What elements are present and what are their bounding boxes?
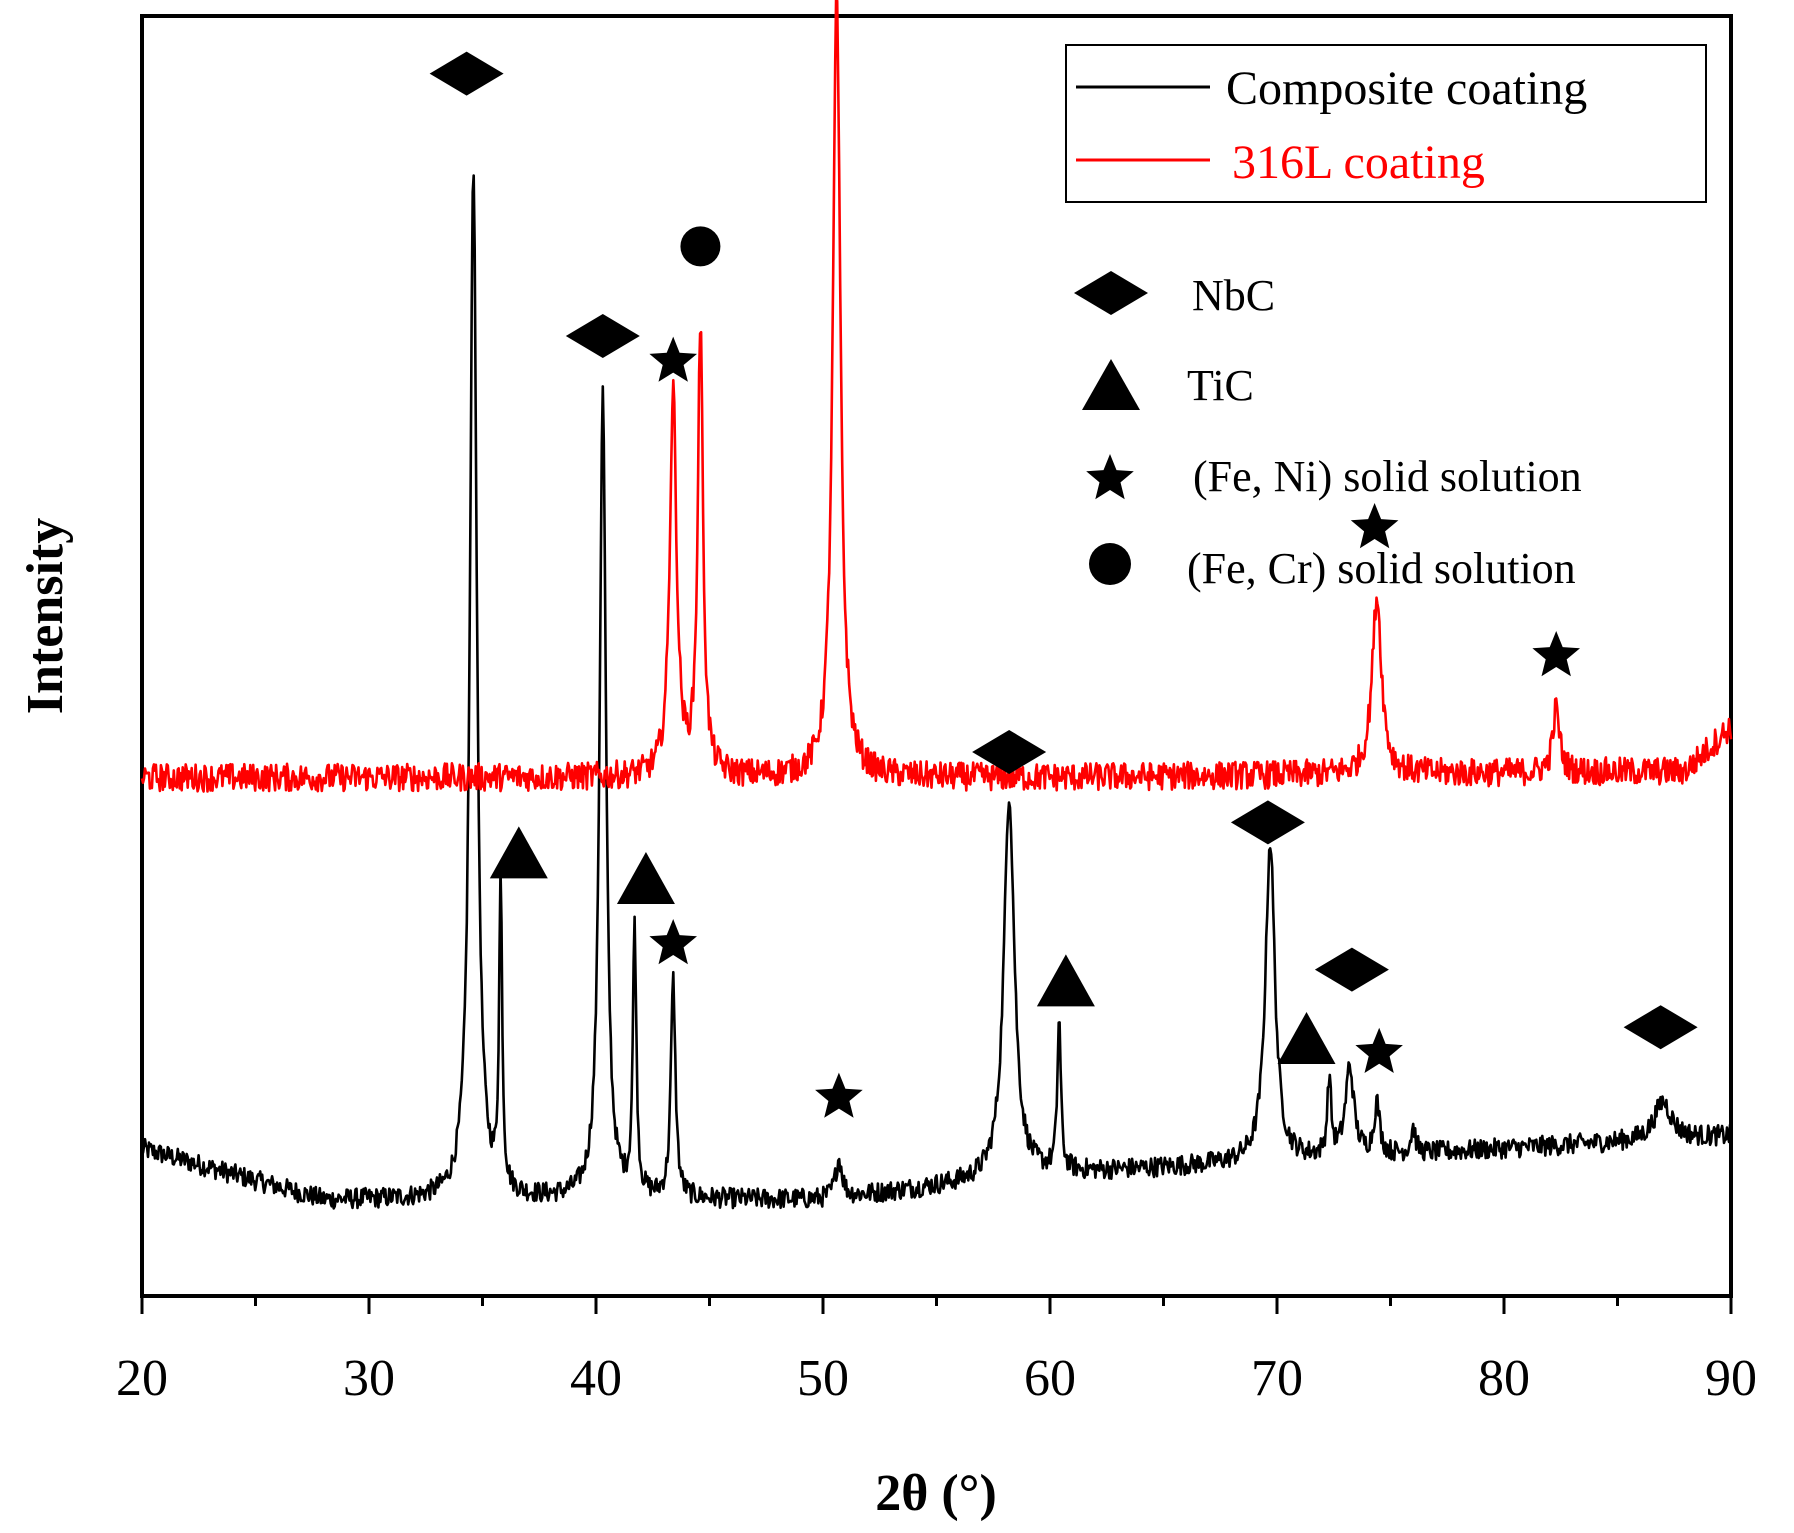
legend: Composite coating 316L coating xyxy=(1065,44,1707,203)
series-composite-coating-line xyxy=(140,174,1733,1210)
x-tick-label: 90 xyxy=(1705,1350,1757,1407)
x-tick-label: 50 xyxy=(797,1350,849,1407)
x-tick-label: 70 xyxy=(1251,1350,1303,1407)
triangle-marker-icon xyxy=(616,852,675,904)
key-diamond-icon xyxy=(1074,271,1148,315)
x-tick-label: 60 xyxy=(1024,1350,1076,1407)
key-label-fe-ni: (Fe, Ni) solid solution xyxy=(1193,452,1582,501)
y-axis-title: Intensity xyxy=(17,518,74,714)
x-tick-label: 30 xyxy=(343,1350,395,1407)
key-label-tic: TiC xyxy=(1187,361,1254,410)
series-316l-coating-line xyxy=(140,0,1733,793)
x-tick-label: 40 xyxy=(570,1350,622,1407)
triangle-marker-icon xyxy=(489,826,548,879)
star-marker-icon xyxy=(649,336,697,382)
key-triangle-icon xyxy=(1082,359,1140,410)
plot-frame xyxy=(140,14,1733,1298)
diamond-marker-icon xyxy=(972,730,1047,774)
star-marker-icon xyxy=(649,919,697,965)
legend-label-316l: 316L coating xyxy=(1232,136,1485,189)
x-axis-title: 2θ (°) xyxy=(875,1465,997,1522)
triangle-marker-icon xyxy=(1036,954,1095,1007)
key-label-nbc: NbC xyxy=(1192,271,1275,320)
diamond-marker-icon xyxy=(565,314,640,358)
circle-marker-icon xyxy=(680,226,721,267)
diamond-marker-icon xyxy=(1230,800,1305,845)
x-tick-label: 80 xyxy=(1478,1350,1530,1407)
star-marker-icon xyxy=(1350,503,1399,549)
diamond-marker-icon xyxy=(429,51,504,96)
key-label-fe-cr: (Fe, Cr) solid solution xyxy=(1187,544,1576,593)
star-marker-icon xyxy=(815,1072,863,1118)
diamond-marker-icon xyxy=(1623,1005,1698,1050)
key-star-icon xyxy=(1086,454,1134,500)
legend-box xyxy=(1065,44,1707,203)
phase-key: NbC TiC (Fe, Ni) solid solution (Fe, Cr)… xyxy=(1074,271,1582,593)
x-tick-label: 20 xyxy=(116,1350,168,1407)
x-axis-ticks: 20 30 40 50 60 70 80 90 xyxy=(116,1296,1757,1407)
peak-annotations xyxy=(429,51,1698,1118)
key-circle-icon xyxy=(1089,543,1131,585)
triangle-marker-icon xyxy=(1277,1012,1336,1064)
legend-label-composite: Composite coating xyxy=(1226,62,1587,115)
diamond-marker-icon xyxy=(1314,947,1389,992)
star-marker-icon xyxy=(1532,631,1580,677)
star-marker-icon xyxy=(1355,1027,1403,1073)
